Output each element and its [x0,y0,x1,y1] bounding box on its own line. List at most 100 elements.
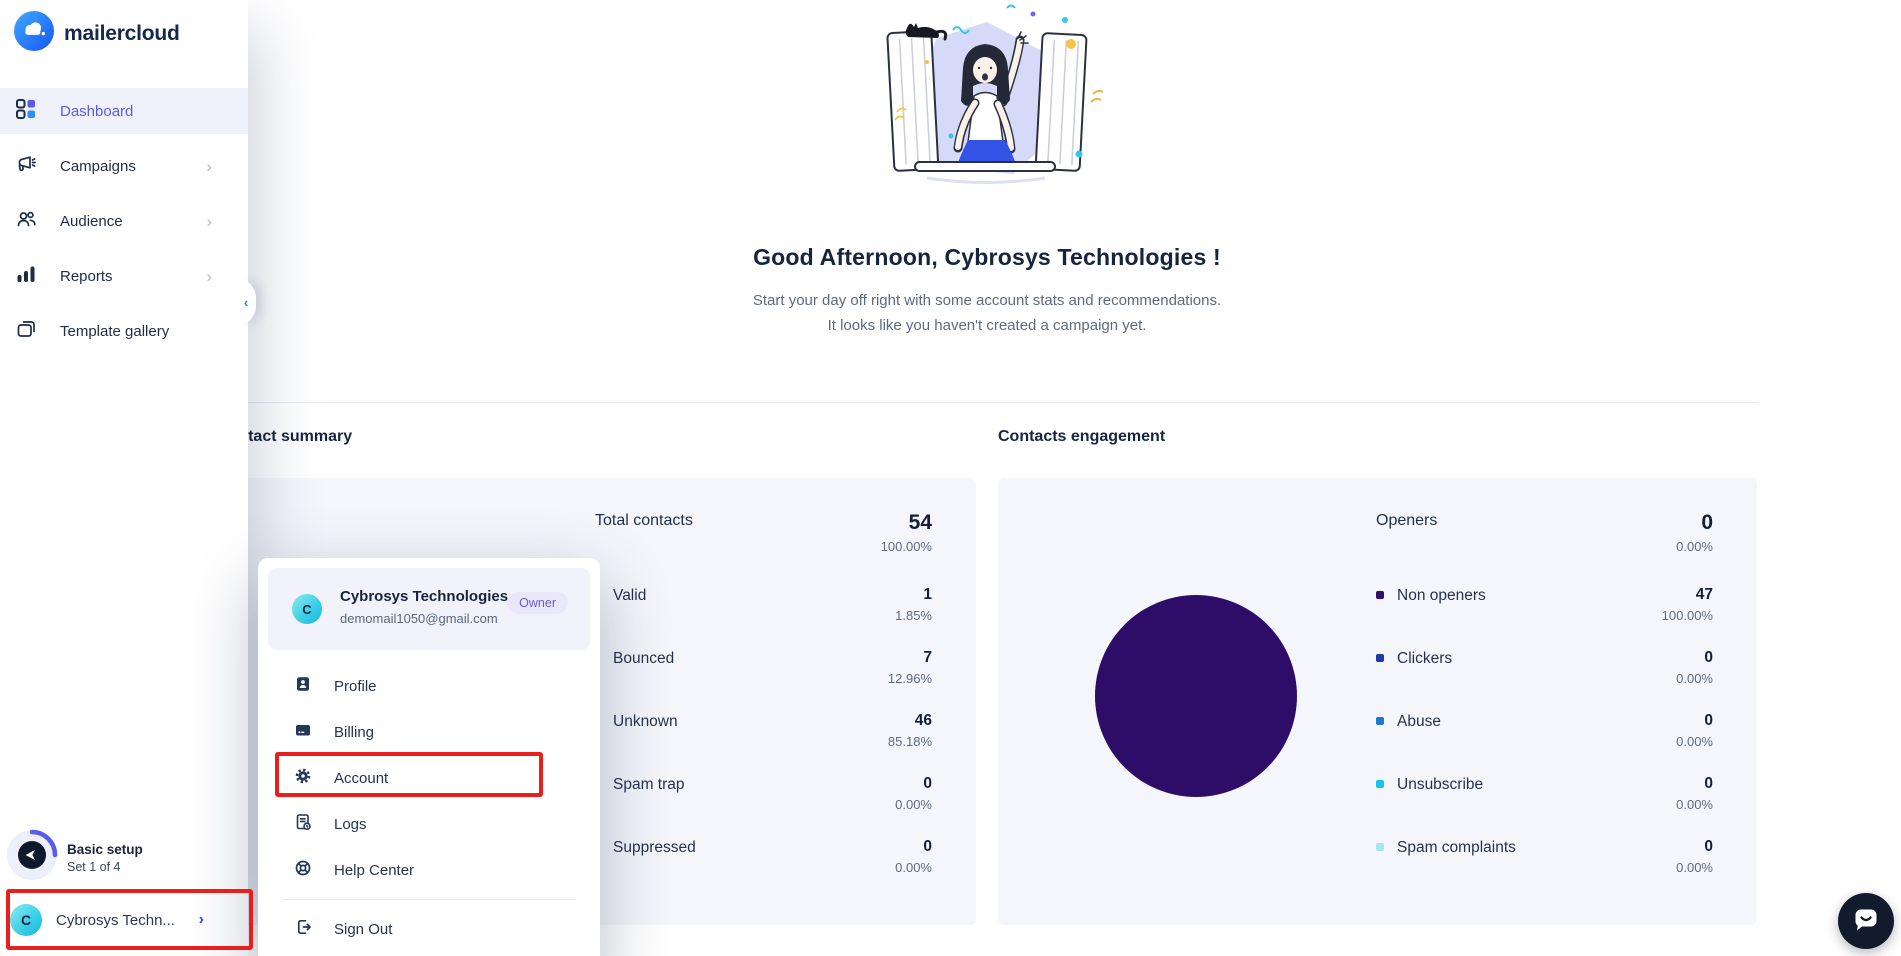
stat-value: 0 [923,775,932,792]
gear-icon [294,767,312,790]
chevron-right-icon: › [198,911,204,928]
sidebar: mailercloud Dashboard [0,0,248,956]
menu-item-billing[interactable]: Billing [258,709,600,755]
openers-value: 0 [1701,511,1713,534]
credit-card-icon [294,721,312,744]
stat-label: Spam trap [613,776,685,793]
hero-illustration [857,4,1117,209]
stat-row-non-openers: Non openers 47 100.00% [1376,586,1713,649]
openers-label: Openers [1376,512,1438,529]
total-contacts-value: 54 [908,511,932,534]
stat-row-abuse: Abuse 0 0.00% [1376,712,1713,775]
stat-pct: 0.00% [1676,797,1713,812]
sidebar-item-template-gallery[interactable]: Template gallery [0,308,248,354]
basic-setup-card[interactable]: Basic setup Set 1 of 4 [6,829,143,886]
stat-pct: 12.96% [887,671,932,686]
bar-chart-icon [15,263,37,290]
account-switcher[interactable]: C Cybrosys Techn... › [10,898,246,942]
mailercloud-logo-icon [14,11,54,56]
greeting-heading: Good Afternoon, Cybrosys Technologies ! [753,244,1221,270]
legend-bullet [1376,654,1384,662]
menu-item-help-center[interactable]: Help Center [258,847,600,893]
dashboard-icon [15,98,37,125]
stat-label: Abuse [1397,713,1441,730]
sidebar-item-campaigns[interactable]: Campaigns › [0,143,248,189]
logs-document-icon [294,813,312,836]
chevron-right-icon: › [206,266,212,286]
sidebar-item-label: Dashboard [60,102,134,120]
popup-account-email: demomail1050@gmail.com [340,611,498,626]
chat-launcher-button[interactable] [1838,893,1894,949]
menu-item-label: Billing [334,723,375,741]
sidebar-collapse-button[interactable]: ‹ [236,278,256,326]
chevron-right-icon: › [206,211,212,231]
stat-value: 0 [923,838,932,855]
legend-bullet [1376,843,1384,851]
brand-wordmark: mailercloud [64,21,180,45]
stat-pct: 85.18% [887,734,932,749]
openers-row: Openers 0 0.00% [1376,512,1713,586]
stat-value: 0 [1704,775,1713,792]
welcome-card: Good Afternoon, Cybrosys Technologies ! … [217,0,1757,403]
menu-item-sign-out[interactable]: Sign Out [258,906,600,952]
chat-bubble-icon [1851,904,1881,939]
sidebar-item-label: Audience [60,212,123,230]
menu-item-logs[interactable]: Logs [258,801,600,847]
legend-bullet [1376,717,1384,725]
account-avatar: C [10,904,42,936]
sidebar-item-dashboard[interactable]: Dashboard [0,88,248,134]
lifebuoy-icon [294,859,312,882]
template-gallery-icon [15,318,37,345]
stat-label: Unknown [613,713,678,730]
stat-value: 0 [1704,838,1713,855]
menu-item-label: Sign Out [334,920,393,938]
stat-value: 1 [923,586,932,603]
stat-row-bounced: Bounced 7 12.96% [595,649,932,712]
greeting-subtitle-2: It looks like you haven't created a camp… [827,317,1147,334]
stat-pct: 0.00% [1676,860,1713,875]
stat-row-clickers: Clickers 0 0.00% [1376,649,1713,712]
openers-pct: 0.00% [1676,539,1713,554]
popup-account-name: Cybrosys Technologies [340,588,509,605]
cat [905,23,948,41]
menu-item-label: Help Center [334,861,415,879]
menu-item-profile[interactable]: Profile [258,663,600,709]
engagement-pie-chart [1095,595,1297,797]
sign-out-icon [294,918,312,941]
stat-pct: 0.00% [895,860,932,875]
popup-avatar: C [292,594,322,624]
stat-pct: 0.00% [1676,734,1713,749]
menu-item-account[interactable]: Account [258,755,600,801]
stat-row-unsubscribe: Unsubscribe 0 0.00% [1376,775,1713,838]
sidebar-item-label: Campaigns [60,157,136,175]
stat-label: Valid [613,587,647,604]
stat-row-unknown: Unknown 46 85.18% [595,712,932,775]
id-card-icon [294,675,312,698]
stat-row-spam-trap: Spam trap 0 0.00% [595,775,932,838]
menu-divider [282,899,576,900]
stat-label: Bounced [613,650,675,667]
engagement-stats: Openers 0 0.00% Non openers 47 100.00% Cl… [1376,512,1713,901]
menu-item-label: Profile [334,677,377,695]
sidebar-item-audience[interactable]: Audience › [0,198,248,244]
stat-pct: 0.00% [895,797,932,812]
setup-step: Set 1 of 4 [67,859,121,874]
stat-label: Spam complaints [1397,839,1516,856]
stat-pct: 0.00% [1676,671,1713,686]
legend-bullet [1376,591,1384,599]
chevron-right-icon: › [206,156,212,176]
chevron-left-icon: ‹ [243,294,249,310]
sidebar-item-label: Template gallery [60,322,170,340]
total-contacts-label: Total contacts [595,512,693,529]
setup-title: Basic setup [67,841,143,857]
stat-value: 46 [914,712,932,729]
mailercloud-logo[interactable]: mailercloud [14,11,180,56]
stat-value: 47 [1695,586,1713,603]
sidebar-item-reports[interactable]: Reports › [0,253,248,299]
setup-progress-ring [6,829,58,886]
account-switcher-label: Cybrosys Techn... [56,911,175,929]
menu-item-label: Account [334,769,389,787]
stat-pct: 1.85% [895,608,932,623]
owner-badge: Owner [507,592,568,614]
